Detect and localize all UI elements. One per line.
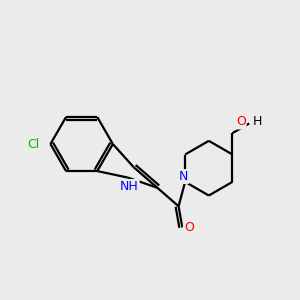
Text: Cl: Cl [27,138,39,151]
Text: NH: NH [120,180,139,193]
Text: O: O [184,221,194,234]
Text: N: N [179,170,188,183]
Text: H: H [253,116,262,128]
Text: O: O [236,116,246,128]
